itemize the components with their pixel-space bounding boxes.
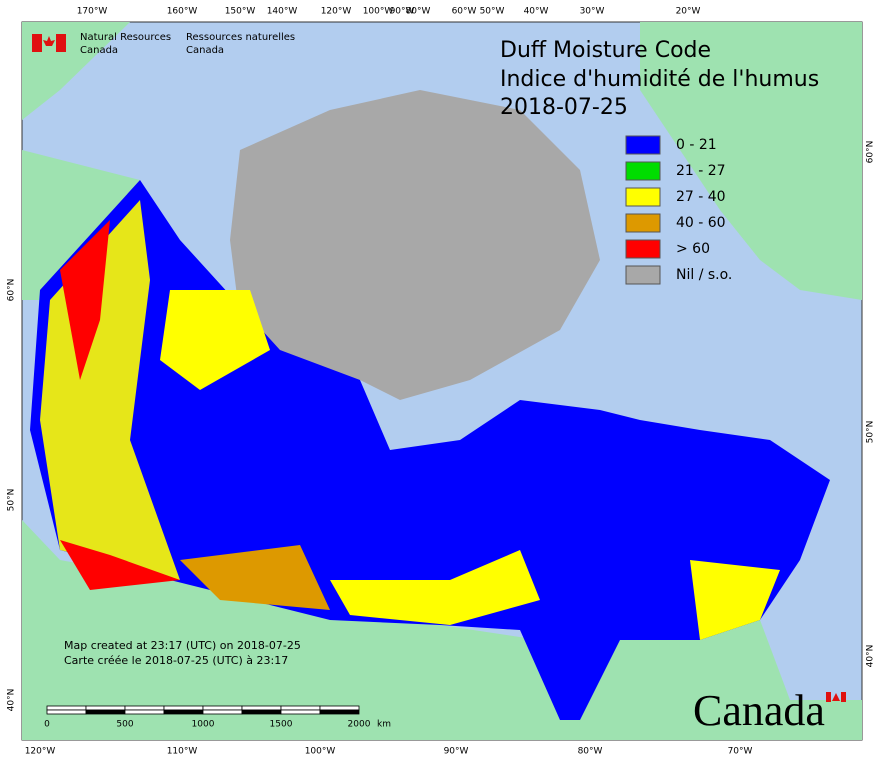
longitude-label: 70°W <box>728 747 753 757</box>
bc-north-hot <box>60 220 110 380</box>
scale-segment <box>319 705 360 711</box>
scale-label: 500 <box>116 720 133 730</box>
title: Duff Moisture Code <box>500 38 711 63</box>
legend-label: 27 - 40 <box>676 189 726 205</box>
latitude-label: 40°N <box>866 645 876 668</box>
legend-swatch <box>625 135 661 155</box>
scale-label: 0 <box>44 720 50 730</box>
longitude-label: 120°W <box>321 7 352 17</box>
longitude-label: 140°W <box>267 7 298 17</box>
title: Indice d'humidité de l'humus <box>500 67 819 92</box>
agency: Natural Resources Canada Ressources natu… <box>32 32 295 56</box>
legend-swatch <box>625 213 661 233</box>
scale-segment <box>202 709 243 715</box>
scale-segment <box>280 709 321 715</box>
scale-segment <box>163 709 204 715</box>
scale-label: 2000 <box>348 720 371 730</box>
legend-label: > 60 <box>676 241 710 257</box>
longitude-label: 160°W <box>167 7 198 17</box>
note: Map created at 23:17 (UTC) on 2018-07-25 <box>64 639 301 652</box>
scale-segment <box>124 705 165 711</box>
legend-label: 0 - 21 <box>676 137 717 153</box>
scale-label: 1000 <box>192 720 215 730</box>
wordmark: Canada <box>693 686 825 735</box>
scale-segment <box>46 709 87 715</box>
maple-leaf <box>43 36 55 46</box>
maritimes <box>690 560 780 640</box>
nwt-region <box>160 290 270 390</box>
legend-swatch <box>625 187 661 207</box>
latitude-label: 50°N <box>866 421 876 444</box>
longitude-label: 90°W <box>444 747 469 757</box>
scale-segment <box>241 709 282 715</box>
longitude-label: 50°W <box>480 7 505 17</box>
longitude-label: 100°W <box>305 747 336 757</box>
graticule-labels: 170°W 160°W 150°W 140°W 120°W 100°W90°W80°W 60… <box>7 7 876 757</box>
wordmark-flag <box>826 692 846 702</box>
legend-swatch <box>625 265 661 285</box>
longitude-label: 30°W <box>580 7 605 17</box>
scale-segment <box>202 705 243 711</box>
note: Carte créée le 2018-07-25 (UTC) à 23:17 <box>64 654 288 667</box>
land <box>22 22 862 740</box>
date: 2018-07-25 <box>500 95 628 120</box>
russia <box>22 22 130 120</box>
latitude-label: 40°N <box>7 689 17 712</box>
scale-segment <box>85 709 126 715</box>
longitude-label: 20°W <box>676 7 701 17</box>
longitude-label: 80°W <box>406 7 431 17</box>
flag-bar <box>826 692 831 702</box>
scale-segment <box>280 705 321 711</box>
scale-segment <box>124 709 165 715</box>
arctic-islands <box>230 90 600 400</box>
legend-label: 21 - 27 <box>676 163 726 179</box>
usa <box>22 520 862 740</box>
longitude-label: 90°W <box>390 7 415 17</box>
legend-swatch <box>625 161 661 181</box>
scale-label: 1500 <box>270 720 293 730</box>
scale-segment <box>85 705 126 711</box>
prairie-south <box>180 545 330 610</box>
agency-en: Natural Resources <box>80 32 171 43</box>
ontario-south <box>330 550 540 625</box>
latitude-label: 60°N <box>866 141 876 164</box>
agency-fr: Ressources naturelles <box>186 32 295 43</box>
latitude-label: 60°N <box>7 279 17 302</box>
scale-segment <box>163 705 204 711</box>
scale-segment <box>319 709 360 715</box>
bc-south-hot <box>60 540 180 590</box>
legend-swatch <box>625 239 661 259</box>
longitude-label: 80°W <box>578 747 603 757</box>
scale-unit: km <box>377 720 391 730</box>
legend: 0 - 21 21 - 27 27 - 40 40 - 60 > 60 Nil / s.o… <box>625 135 732 285</box>
longitude-label: 110°W <box>167 747 198 757</box>
scale-segment <box>241 705 282 711</box>
scale-segment <box>46 705 87 711</box>
longitude-label: 60°W <box>452 7 477 17</box>
longitude-label: 100°W <box>363 7 394 17</box>
agency-fr: Canada <box>186 45 224 56</box>
greenland <box>640 22 862 300</box>
legend-label: 40 - 60 <box>676 215 726 231</box>
flag-bar <box>841 692 846 702</box>
flag-bar <box>56 34 66 52</box>
alaska <box>22 150 140 300</box>
maple-leaf <box>832 693 840 701</box>
canada <box>30 90 830 720</box>
longitude-label: 170°W <box>77 7 108 17</box>
longitude-label: 120°W <box>25 747 56 757</box>
scale-bar: 0 500 1000 1500 2000 km <box>44 705 391 730</box>
longitude-label: 40°W <box>524 7 549 17</box>
agency-en: Canada <box>80 45 118 56</box>
legend-label: Nil / s.o. <box>676 267 732 283</box>
latitude-label: 50°N <box>7 489 17 512</box>
longitude-label: 150°W <box>225 7 256 17</box>
flag-bar <box>32 34 42 52</box>
